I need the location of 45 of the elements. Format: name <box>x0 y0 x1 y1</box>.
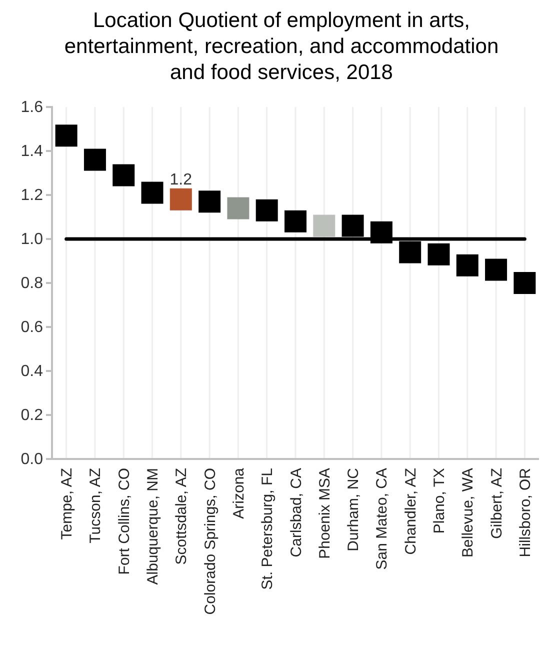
point <box>428 243 450 266</box>
point <box>112 164 135 186</box>
y-tick-label: 1.0 <box>20 231 44 248</box>
point <box>399 241 422 264</box>
y-tick-label: 1.6 <box>20 99 44 116</box>
point <box>284 210 306 232</box>
x-tick-label: Plano, TX <box>430 468 448 534</box>
chart-title: Location Quotient of employment in arts, entertainment, recreation, and accommodation and food services, 2018 <box>64 9 499 84</box>
y-tick-label: 0.8 <box>20 275 44 292</box>
y-tick-label: 0.0 <box>20 451 44 468</box>
x-tick-label: Colorado Springs, CO <box>202 468 219 615</box>
point <box>227 197 250 220</box>
point <box>485 258 508 281</box>
point <box>141 182 164 204</box>
point <box>170 188 192 210</box>
x-tick-label: Bellevue, WA <box>460 468 477 558</box>
point <box>514 272 536 294</box>
point <box>256 199 278 222</box>
y-tick-label: 0.4 <box>20 363 44 380</box>
point <box>313 214 336 237</box>
x-tick-label: Albuquerque, NM <box>144 468 162 585</box>
x-tick-label: Tucson, AZ <box>87 468 104 544</box>
x-tick-label: Carlsbad, CA <box>288 468 305 558</box>
y-tick-label: 1.4 <box>20 143 44 160</box>
point <box>342 214 364 237</box>
x-tick-label: Chandler, AZ <box>402 468 420 555</box>
point <box>456 254 478 276</box>
x-tick-label: Fort Collins, CO <box>116 468 133 575</box>
point <box>370 221 392 244</box>
y-tick-label: 0.2 <box>20 407 44 424</box>
y-tick-label: 1.2 <box>20 187 44 204</box>
x-tick-label: St. Petersburg, FL <box>259 468 276 590</box>
point <box>198 190 221 213</box>
point <box>55 124 78 147</box>
x-tick-label: Tempe, AZ <box>58 468 76 540</box>
y-tick-label: 0.6 <box>20 319 44 336</box>
point <box>84 148 106 171</box>
x-tick-label: Scottsdale, AZ <box>173 468 190 565</box>
x-tick-label: Gilbert, AZ <box>488 468 506 539</box>
x-tick-label: Durham, NC <box>345 468 362 552</box>
x-tick-label: San Mateo, CA <box>374 468 391 570</box>
x-tick-label: Hillsboro, OR <box>516 468 534 558</box>
x-tick-label: Phoenix MSA <box>316 468 334 559</box>
data-label: 1.2 <box>170 171 192 188</box>
x-tick-label: Arizona <box>230 467 248 519</box>
